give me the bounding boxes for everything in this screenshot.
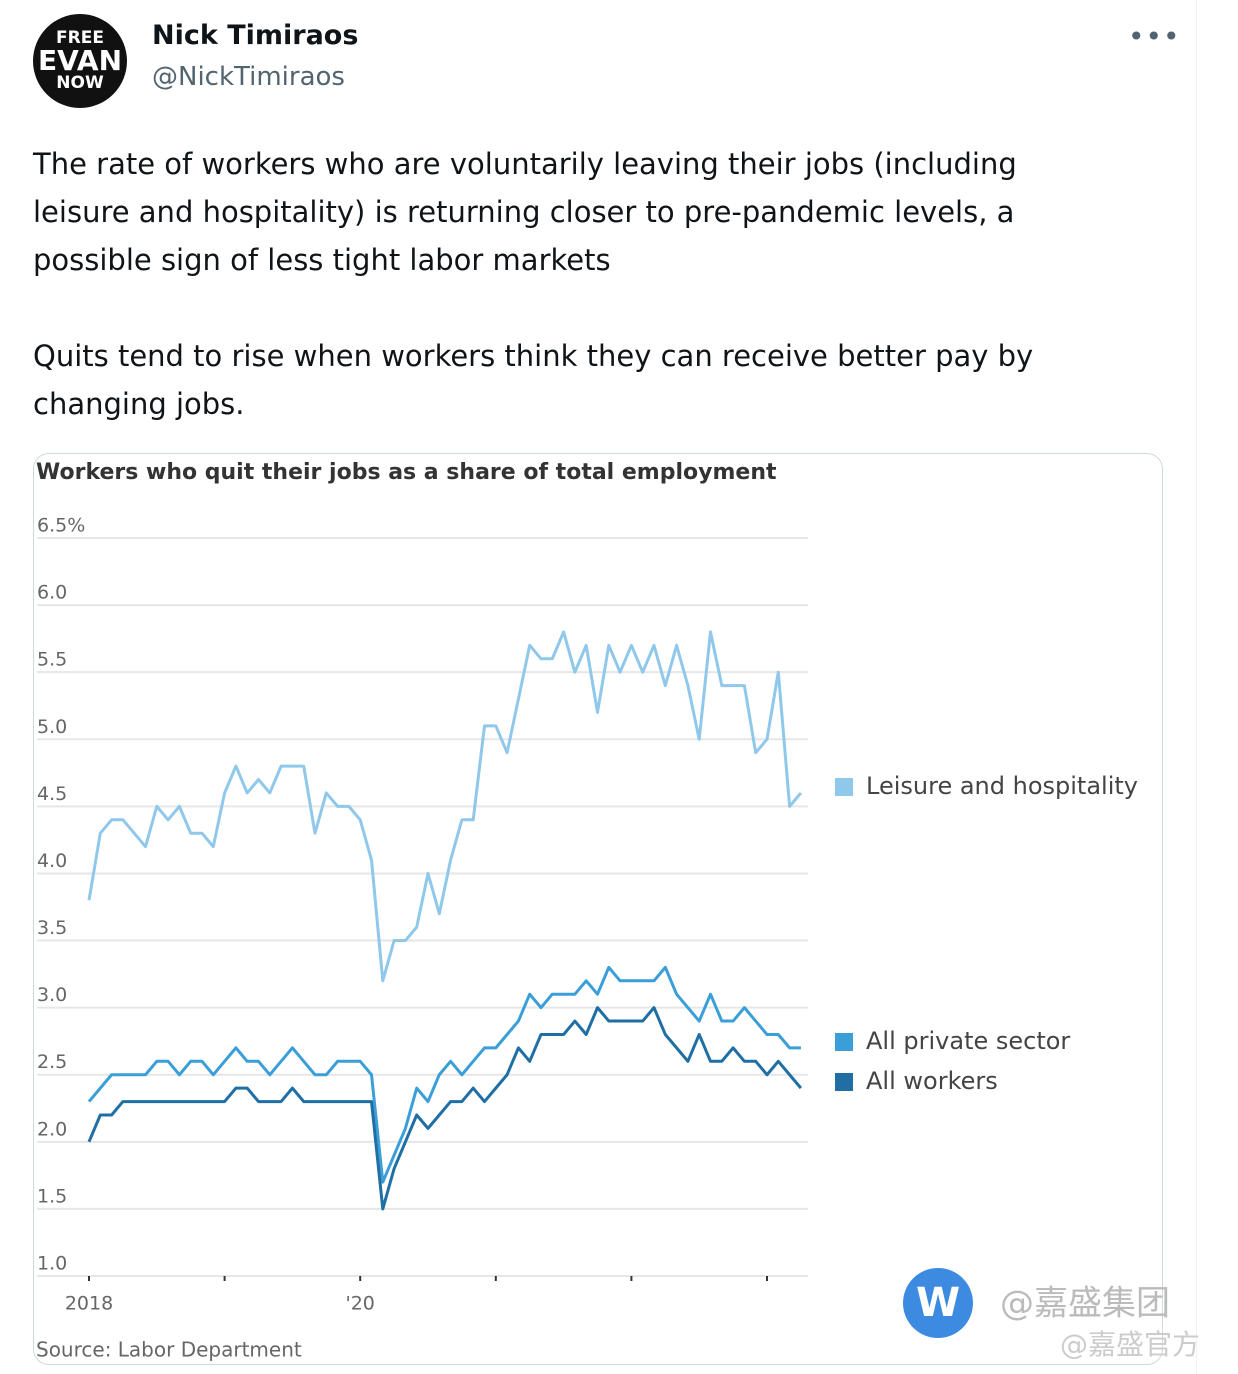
avatar-text: FREE: [56, 28, 104, 48]
legend-swatch: [835, 778, 853, 796]
legend-label: All workers: [866, 1067, 998, 1095]
watermark-logo-letter: W: [916, 1280, 960, 1326]
y-tick-label: 3.5: [37, 917, 67, 939]
y-tick-label: 6.0: [37, 582, 67, 604]
chart: Workers who quit their jobs as a share o…: [36, 460, 1200, 1362]
legend-swatch: [835, 1033, 853, 1051]
avatar-text: NOW: [56, 73, 104, 93]
y-tick-label: 2.5: [37, 1051, 67, 1073]
tweet-text: Quits tend to rise when workers think th…: [33, 339, 1034, 421]
legend-label: Leisure and hospitality: [866, 772, 1138, 800]
y-tick-label: 1.5: [37, 1185, 67, 1207]
x-tick-label: 2018: [65, 1293, 113, 1315]
media-card[interactable]: [33, 453, 1163, 1365]
watermark-text: @嘉盛官方: [1060, 1328, 1200, 1361]
series-line: [87, 630, 803, 983]
y-tick-label: 6.5%: [37, 515, 85, 537]
avatar[interactable]: FREE EVAN NOW: [33, 14, 127, 108]
y-tick-label: 4.5: [37, 783, 67, 805]
watermark-text: @嘉盛集团: [1000, 1284, 1170, 1324]
x-tick-label: '20: [345, 1293, 374, 1315]
display-name[interactable]: Nick Timiraos: [152, 20, 359, 51]
series-line: [87, 965, 801, 1184]
y-tick-label: 5.0: [37, 716, 67, 738]
legend-label: All private sector: [866, 1027, 1070, 1055]
more-button[interactable]: •••: [1128, 20, 1181, 53]
series-line: [87, 1006, 803, 1211]
y-tick-label: 1.0: [37, 1253, 67, 1275]
y-tick-label: 4.0: [37, 850, 67, 872]
y-tick-label: 5.5: [37, 649, 67, 671]
chart-title: Workers who quit their jobs as a share o…: [36, 460, 777, 485]
chart-source: Source: Labor Department: [36, 1338, 302, 1362]
legend-swatch: [835, 1073, 853, 1091]
divider: [1196, 0, 1197, 1374]
y-tick-label: 2.0: [37, 1118, 67, 1140]
avatar-text: EVAN: [38, 44, 122, 77]
tweet-text: The rate of workers who are voluntarily …: [33, 147, 1017, 277]
y-tick-label: 3.0: [37, 984, 67, 1006]
watermark-logo: [903, 1268, 973, 1338]
handle[interactable]: @NickTimiraos: [152, 62, 345, 92]
